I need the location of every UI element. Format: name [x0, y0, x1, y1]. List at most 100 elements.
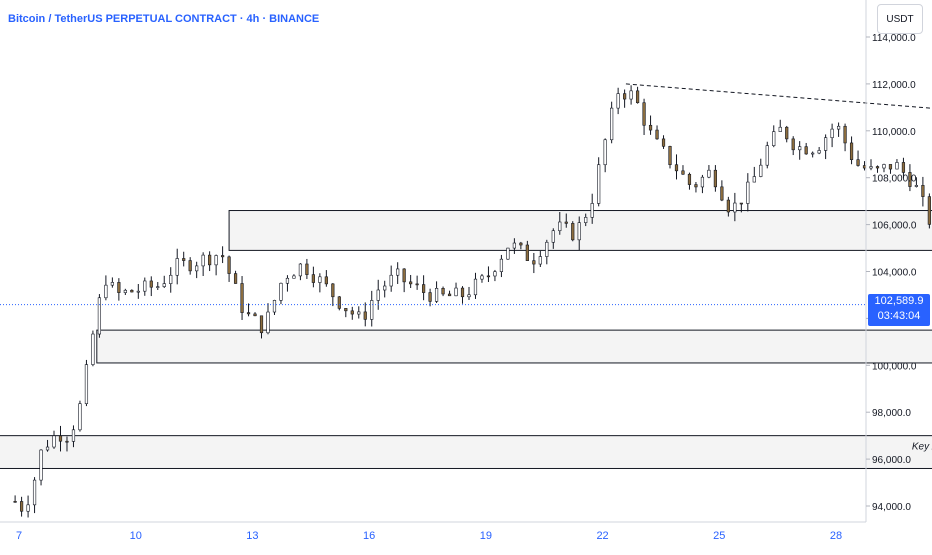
candle-body	[862, 165, 867, 169]
candle-body	[480, 275, 484, 280]
candle-body	[824, 137, 828, 151]
candle-body	[402, 268, 406, 283]
candle-body	[512, 242, 516, 249]
price-badge-value: 102,589.9	[874, 295, 924, 307]
candle-body	[344, 308, 348, 312]
candle-body	[363, 311, 367, 320]
candle-body	[318, 276, 322, 283]
candle-body	[370, 300, 374, 320]
candle-body	[811, 152, 815, 155]
candle-body	[610, 107, 614, 141]
candle-body	[856, 159, 860, 166]
candle-body	[454, 287, 458, 297]
candle-body	[208, 254, 212, 266]
candle-body	[830, 128, 834, 139]
y-tick-label: 108,000.0	[872, 174, 917, 185]
candle-body	[668, 146, 672, 166]
candle-body	[227, 256, 231, 274]
y-tick-label: 104,000.0	[872, 268, 917, 279]
candle-body	[52, 435, 56, 448]
candle-body	[914, 185, 919, 187]
candle-body	[156, 286, 160, 288]
candle-body	[110, 282, 114, 286]
x-tick-label: 25	[713, 530, 725, 542]
candle-body	[785, 126, 789, 140]
candle-body	[104, 284, 108, 299]
candle-body	[895, 162, 899, 170]
candle-body	[882, 164, 886, 169]
candle-body	[259, 315, 264, 334]
candle-body	[726, 199, 730, 213]
candle-body	[221, 255, 225, 258]
candle-body	[311, 274, 315, 283]
candle-body	[169, 274, 173, 284]
candle-body	[739, 202, 743, 205]
candle-body	[655, 129, 659, 140]
candle-body	[707, 169, 711, 178]
x-tick-label: 10	[130, 530, 142, 542]
price-badge-countdown: 03:43:04	[877, 310, 921, 322]
candle-body	[558, 221, 562, 232]
candle-body	[798, 146, 802, 151]
candle-body	[648, 124, 653, 131]
candle-body	[389, 274, 393, 287]
x-axis: 710131619222528Jun4710131619222528	[16, 530, 842, 542]
candle-body	[175, 258, 179, 276]
zone-support	[96, 329, 932, 364]
candle-body	[577, 222, 581, 241]
candle-body	[752, 176, 756, 183]
candle-body	[713, 169, 717, 188]
candle-body	[694, 184, 698, 188]
candle-body	[45, 446, 50, 451]
candle-body	[765, 145, 769, 166]
candle-body	[869, 166, 873, 169]
candle-body	[279, 282, 283, 301]
candle-body	[506, 247, 510, 260]
candle-body	[240, 283, 244, 313]
candle-body	[486, 275, 491, 278]
candle-body	[927, 196, 931, 225]
candle-body	[84, 364, 89, 404]
candle-body	[700, 176, 705, 188]
candle-body	[804, 146, 808, 155]
candle-body	[875, 166, 880, 169]
candle-body	[285, 277, 290, 284]
candle-body	[434, 288, 439, 302]
candle-body	[532, 260, 536, 265]
annotation-key-zone: Key Zone	[912, 442, 932, 453]
x-tick-label: 16	[363, 530, 375, 542]
candle-body	[545, 241, 549, 257]
chart-title: Bitcoin / TetherUS PERPETUAL CONTRACT · …	[8, 13, 319, 25]
candle-body	[246, 312, 251, 315]
candle-body	[188, 260, 192, 272]
y-tick-label: 98,000.0	[872, 408, 911, 419]
y-tick-label: 112,000.0	[872, 80, 916, 91]
candle-body	[759, 164, 763, 177]
candle-body	[720, 186, 724, 201]
candle-body	[65, 440, 69, 443]
currency-button[interactable]: USDT	[877, 4, 923, 34]
candle-body	[201, 254, 205, 267]
candle-body	[623, 93, 627, 100]
candle-body	[661, 138, 666, 147]
candle-body	[162, 283, 166, 287]
candle-body	[642, 102, 646, 126]
candle-body	[305, 263, 309, 275]
x-tick-label: 13	[246, 530, 258, 542]
y-tick-label: 94,000.0	[872, 502, 911, 513]
candle-body	[324, 276, 328, 285]
candle-body	[584, 217, 588, 223]
y-tick-label: 100,000.0	[872, 361, 917, 372]
candle-body	[331, 283, 335, 298]
candle-body	[629, 90, 633, 100]
candle-body	[19, 501, 24, 512]
candle-body	[772, 131, 776, 146]
y-tick-label: 110,000.0	[872, 127, 916, 138]
candle-body	[26, 504, 30, 512]
candle-body	[409, 281, 413, 285]
candle-body	[901, 162, 906, 173]
candle-body	[32, 479, 37, 506]
candle-body	[130, 289, 134, 293]
